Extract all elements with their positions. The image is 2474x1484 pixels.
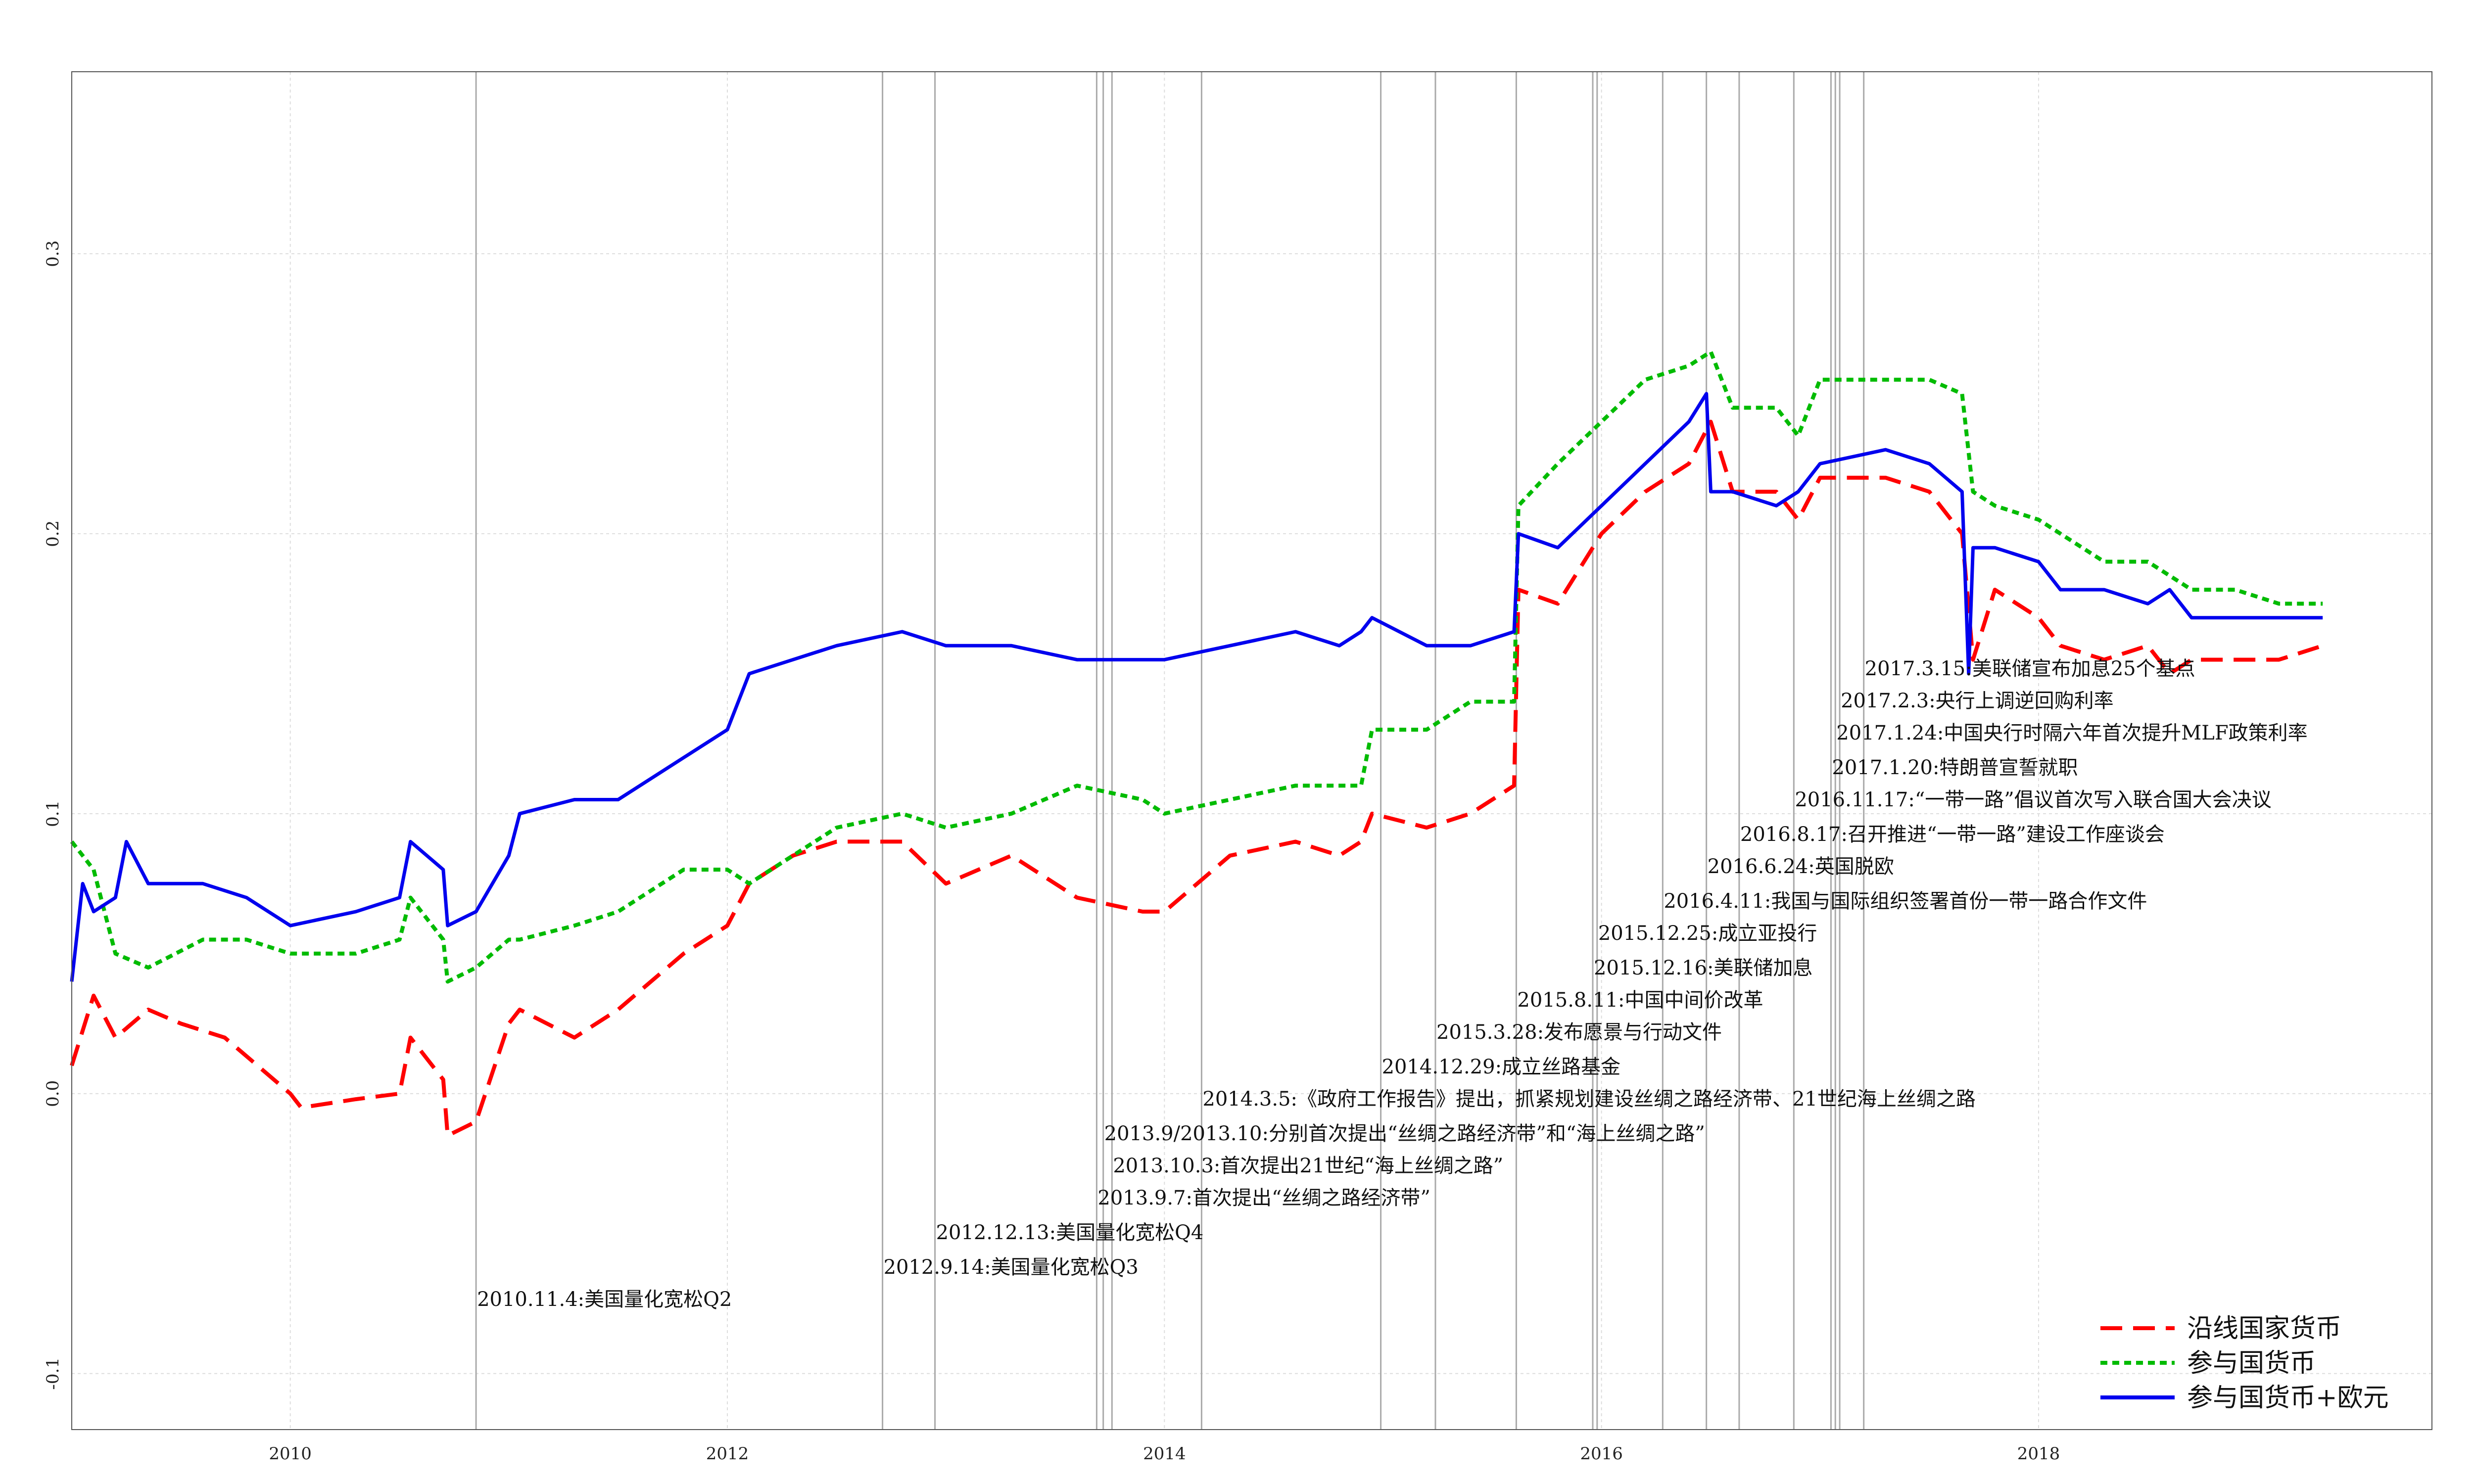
- x-tick-label: 2012: [706, 1444, 749, 1464]
- series-line: [70, 419, 2324, 1138]
- x-tick-label: 2018: [2017, 1444, 2060, 1464]
- y-axis: -0.1 0.0 0.1 0.2 0.3: [43, 240, 63, 1390]
- event-label: 2015.8.11:中国中间价改革: [1517, 989, 1763, 1012]
- event-label: 2016.8.17:召开推进“一带一路”建设工作座谈会: [1740, 823, 2165, 846]
- event-labels: 2010.11.4:美国量化宽松Q2 2012.9.14:美国量化宽松Q3 2012…: [477, 657, 2307, 1311]
- event-label: 2017.3.15:美联储宣布加息25个基点: [1865, 657, 2195, 680]
- y-tick-label: 0.1: [43, 800, 63, 827]
- grid-lines: [72, 72, 2432, 1430]
- event-label: 2012.9.14:美国量化宽松Q3: [884, 1256, 1139, 1279]
- event-label: 2014.3.5:《政府工作报告》提出，抓紧规划建设丝绸之路经济带、21世纪海上…: [1202, 1088, 1976, 1111]
- y-tick-label: 0.2: [43, 520, 63, 547]
- event-label: 2016.6.24:英国脱欧: [1708, 855, 1894, 878]
- y-tick-label: 0.3: [43, 240, 63, 267]
- legend-label: 参与国货币+欧元: [2187, 1383, 2389, 1413]
- y-tick-label: -0.1: [43, 1357, 63, 1390]
- x-tick-label: 2014: [1143, 1444, 1186, 1464]
- event-label: 2017.1.24:中国央行时隔六年首次提升MLF政策利率: [1836, 722, 2307, 744]
- event-lines: [475, 72, 1865, 1430]
- event-label: 2017.1.20:特朗普宣誓就职: [1832, 756, 2078, 779]
- event-label: 2013.9.7:首次提出“丝绸之路经济带”: [1097, 1187, 1430, 1209]
- event-label: 2016.11.17:“一带一路”倡议首次写入联合国大会决议: [1795, 788, 2271, 811]
- x-axis: 2010 2012 2014 2016 2018: [269, 1444, 2060, 1464]
- event-label: 2010.11.4:美国量化宽松Q2: [477, 1288, 732, 1311]
- x-tick-label: 2016: [1580, 1444, 1623, 1464]
- legend-label: 沿线国家货币: [2187, 1314, 2341, 1344]
- series-line: [70, 350, 2323, 984]
- y-tick-label: 0.0: [43, 1080, 63, 1107]
- event-label: 2013.9/2013.10:分别首次提出“丝绸之路经济带”和“海上丝绸之路”: [1104, 1122, 1705, 1145]
- event-label: 2013.10.3:首次提出21世纪“海上丝绸之路”: [1113, 1155, 1503, 1177]
- legend-label: 参与国货币: [2187, 1348, 2316, 1378]
- event-label: 2015.12.16:美联储加息: [1594, 957, 1813, 979]
- event-label: 2015.12.25:成立亚投行: [1598, 922, 1817, 945]
- event-label: 2014.12.29:成立丝路基金: [1382, 1056, 1621, 1078]
- event-label: 2016.4.11:我国与国际组织签署首份一带一路合作文件: [1664, 890, 2147, 913]
- x-tick-label: 2010: [269, 1444, 312, 1464]
- plot-frame: [71, 71, 2432, 1430]
- event-label: 2012.12.13:美国量化宽松Q4: [936, 1221, 1204, 1244]
- series-lines: [70, 350, 2324, 1138]
- series-line: [70, 392, 2323, 982]
- event-label: 2017.2.3:央行上调逆回购利率: [1841, 690, 2114, 712]
- event-label: 2015.3.28:发布愿景与行动文件: [1436, 1021, 1722, 1044]
